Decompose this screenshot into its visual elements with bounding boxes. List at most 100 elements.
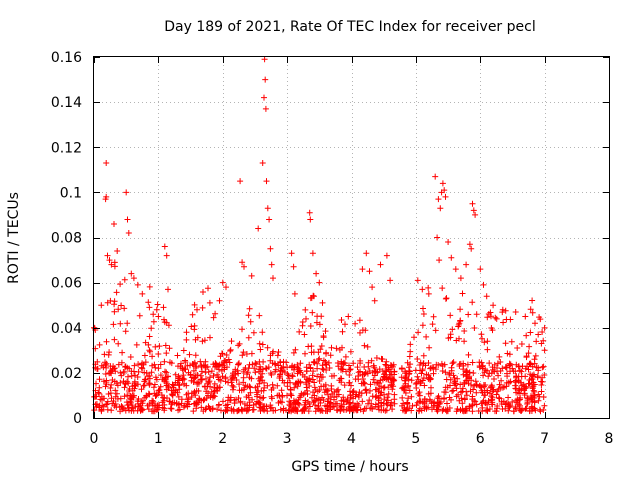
data-point xyxy=(452,378,459,385)
data-point xyxy=(181,402,188,409)
data-point xyxy=(447,312,454,319)
data-point xyxy=(141,382,148,389)
data-point xyxy=(468,245,475,252)
data-point xyxy=(108,370,115,377)
data-point xyxy=(505,394,512,401)
data-point xyxy=(537,408,544,415)
data-point xyxy=(111,308,118,315)
data-point xyxy=(375,403,381,410)
data-point xyxy=(483,407,490,414)
data-point xyxy=(497,368,504,374)
data-point xyxy=(256,368,263,375)
data-point xyxy=(327,399,334,406)
data-point xyxy=(186,351,193,358)
data-point xyxy=(528,404,535,411)
data-point xyxy=(118,302,125,309)
y-tick-label: 0.02 xyxy=(51,366,82,382)
data-point xyxy=(320,366,327,373)
data-point xyxy=(371,364,378,371)
data-point xyxy=(471,325,478,331)
data-point xyxy=(389,386,396,393)
data-point xyxy=(267,357,274,364)
data-point xyxy=(457,275,464,282)
data-point xyxy=(291,290,298,297)
data-point xyxy=(151,408,158,415)
data-point xyxy=(496,395,503,402)
data-point xyxy=(228,407,235,414)
data-point xyxy=(362,327,369,334)
data-point xyxy=(414,277,421,284)
data-point xyxy=(139,290,146,297)
data-point xyxy=(150,384,157,391)
data-point xyxy=(146,391,153,398)
data-point xyxy=(478,331,485,338)
data-point xyxy=(379,356,386,363)
data-point xyxy=(405,383,412,390)
data-point xyxy=(445,239,452,245)
data-point xyxy=(217,353,224,360)
data-point xyxy=(187,372,194,379)
data-point xyxy=(268,404,275,411)
data-point xyxy=(104,252,111,259)
data-point xyxy=(443,295,450,302)
data-point xyxy=(463,261,470,268)
data-point xyxy=(117,369,124,376)
data-point xyxy=(340,406,347,413)
data-point xyxy=(482,382,489,388)
data-point xyxy=(231,400,238,407)
data-point xyxy=(109,400,116,407)
x-tick-label: 3 xyxy=(283,431,292,447)
y-tick-labels: 0 0.02 0.04 0.06 0.08 0.1 0.12 0.14 0.16 xyxy=(51,50,82,427)
data-point xyxy=(112,387,119,394)
data-point xyxy=(406,387,413,394)
data-point xyxy=(288,250,295,257)
data-point xyxy=(390,383,397,390)
data-point xyxy=(310,389,316,396)
data-point xyxy=(104,299,111,306)
data-point xyxy=(225,356,232,363)
data-point xyxy=(367,381,374,388)
data-point xyxy=(407,341,414,348)
data-point xyxy=(535,331,542,338)
data-point xyxy=(383,252,390,259)
data-point xyxy=(267,245,274,252)
data-point xyxy=(437,205,444,212)
data-point xyxy=(154,301,161,308)
data-point xyxy=(277,406,284,413)
data-point xyxy=(259,341,266,348)
data-point xyxy=(141,352,148,359)
data-point xyxy=(357,329,363,336)
data-point xyxy=(327,406,334,413)
data-point xyxy=(473,311,480,318)
data-point xyxy=(121,305,128,312)
data-point xyxy=(328,344,335,351)
data-point xyxy=(400,407,406,414)
data-point xyxy=(299,319,306,325)
data-point xyxy=(155,351,162,357)
data-point xyxy=(295,396,302,403)
data-point xyxy=(212,360,219,367)
data-point xyxy=(376,406,382,413)
data-point xyxy=(406,367,413,374)
data-point xyxy=(466,403,473,410)
data-point xyxy=(373,355,380,361)
data-point xyxy=(529,363,536,370)
data-point xyxy=(194,381,201,387)
data-point xyxy=(323,350,329,357)
data-point xyxy=(168,360,175,367)
data-point xyxy=(313,270,320,277)
data-point xyxy=(470,370,477,376)
data-point xyxy=(531,388,538,395)
data-point xyxy=(449,388,456,395)
data-point xyxy=(518,373,525,380)
data-point xyxy=(425,284,432,291)
data-point xyxy=(476,364,483,371)
data-point xyxy=(436,400,443,407)
data-point xyxy=(256,380,263,387)
data-point xyxy=(272,366,279,373)
data-point xyxy=(346,372,353,378)
data-point xyxy=(404,401,411,408)
data-point xyxy=(415,408,422,415)
data-point xyxy=(307,295,314,302)
data-point xyxy=(538,388,545,395)
